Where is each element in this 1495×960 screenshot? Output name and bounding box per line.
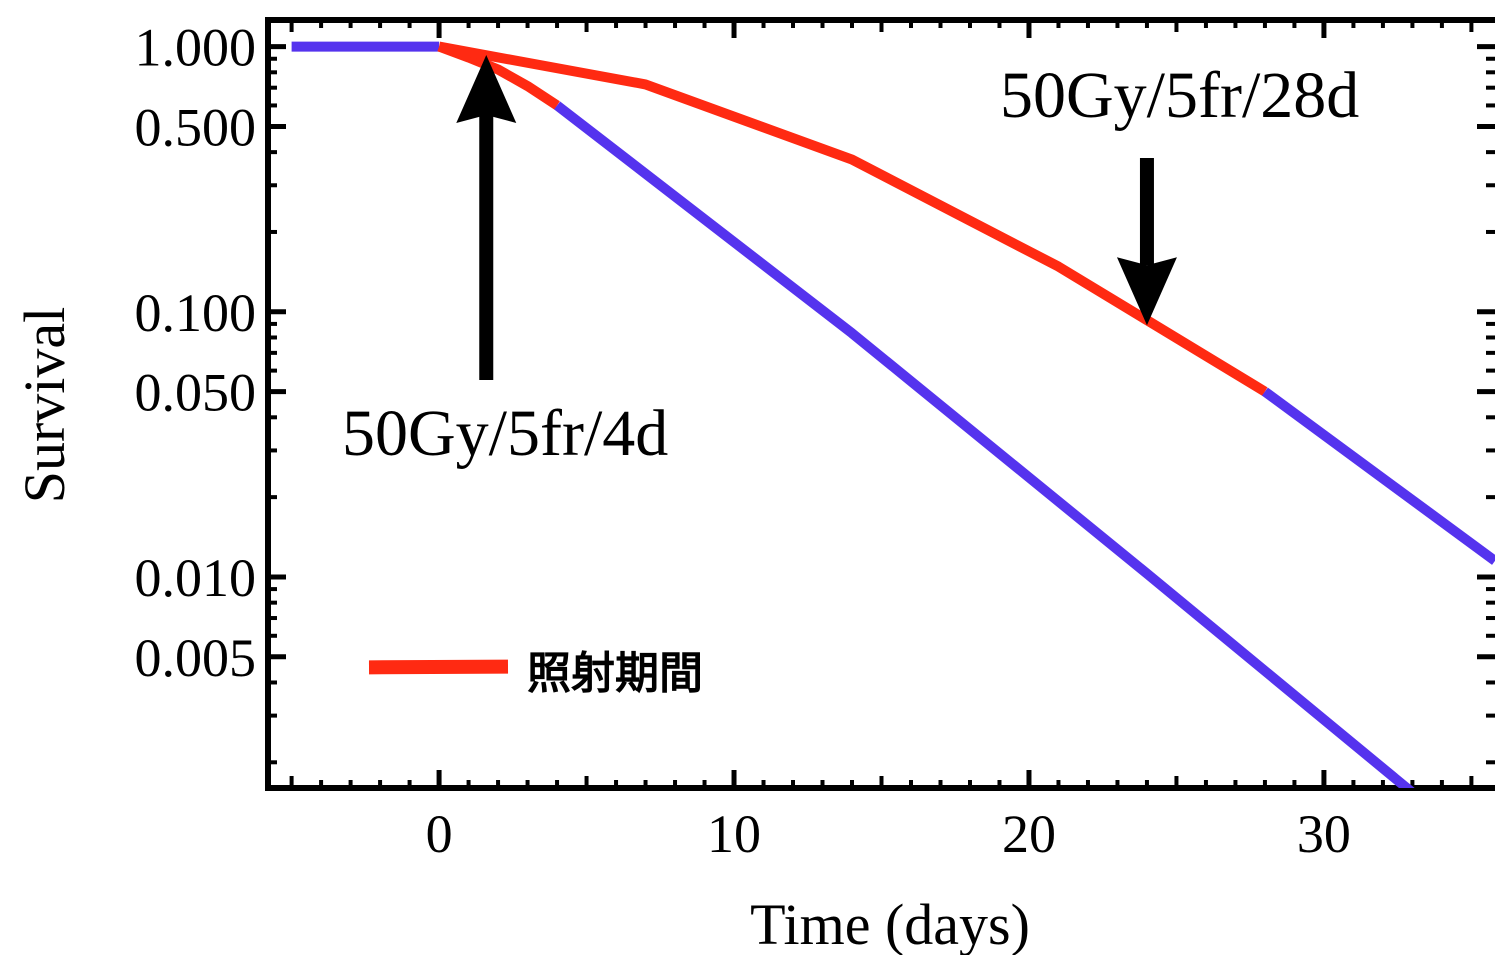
x-tick-label: 20 xyxy=(1002,804,1056,864)
x-tick-label: 10 xyxy=(707,804,761,864)
annotation-4d-arrow-head xyxy=(456,54,517,123)
series-28d-after-line xyxy=(1261,387,1495,565)
y-tick-label: 0.100 xyxy=(135,283,257,343)
x-tick-label: 0 xyxy=(426,804,453,864)
legend-swatch xyxy=(368,659,509,675)
y-tick-label: 0.050 xyxy=(135,363,257,423)
x-tick-label: 30 xyxy=(1297,804,1351,864)
y-tick-label: 0.500 xyxy=(135,97,257,157)
y-tick-label: 0.010 xyxy=(135,548,257,608)
y-axis-title: Survival xyxy=(12,307,77,504)
y-tick-label: 1.000 xyxy=(135,18,257,78)
annotation-4d-label: 50Gy/5fr/4d xyxy=(342,397,668,470)
annotation-28d-arrow-head xyxy=(1116,257,1177,326)
y-tick-label: 0.005 xyxy=(135,628,257,688)
series-4d-after-line xyxy=(554,101,1415,788)
series-28d-irradiation-line xyxy=(438,41,1268,396)
legend-label: 照射期間 xyxy=(527,648,703,699)
annotation-28d-label: 50Gy/5fr/28d xyxy=(1000,59,1359,132)
x-axis-title: Time (days) xyxy=(750,892,1030,955)
